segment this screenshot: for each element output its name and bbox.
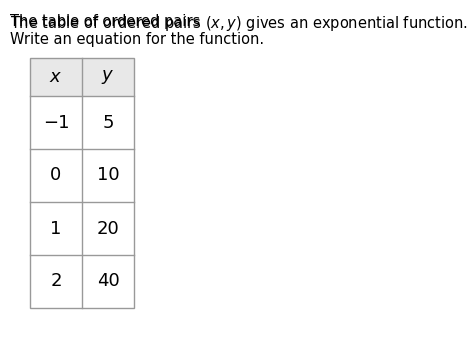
Text: −1: −1	[43, 114, 69, 132]
Text: 20: 20	[97, 220, 119, 238]
Bar	[30, 58, 134, 308]
Text: 5: 5	[102, 114, 114, 132]
Bar	[30, 58, 134, 96]
Text: 10: 10	[97, 167, 119, 185]
Text: 2: 2	[50, 272, 62, 290]
Text: The table of ordered pairs $(x, y)$ gives an exponential function.: The table of ordered pairs $(x, y)$ give…	[10, 14, 468, 33]
Text: 0: 0	[50, 167, 62, 185]
Text: 1: 1	[50, 220, 62, 238]
Text: $y$: $y$	[101, 68, 115, 86]
Text: The table of ordered pairs: The table of ordered pairs	[10, 14, 205, 29]
Text: 40: 40	[97, 272, 119, 290]
Text: $x$: $x$	[49, 68, 63, 86]
Text: Write an equation for the function.: Write an equation for the function.	[10, 32, 264, 47]
